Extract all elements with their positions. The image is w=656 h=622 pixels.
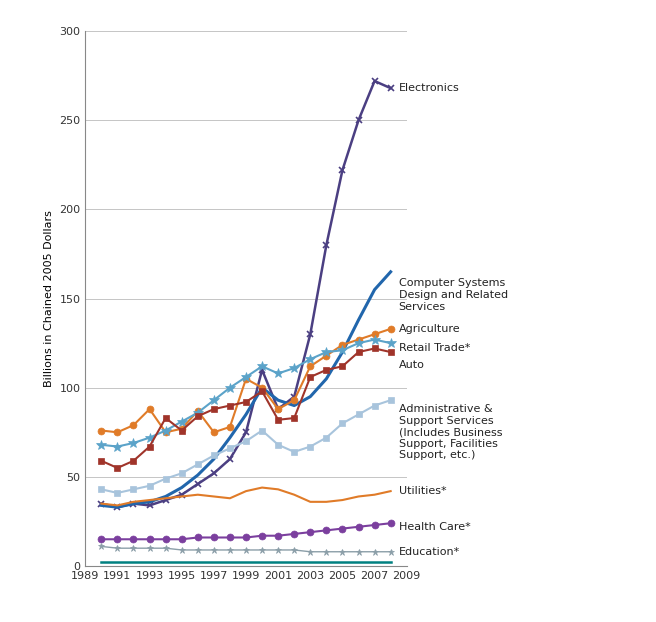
- Text: Computer Systems
Design and Related
Services: Computer Systems Design and Related Serv…: [399, 279, 508, 312]
- Y-axis label: Billions in Chained 2005 Dollars: Billions in Chained 2005 Dollars: [44, 210, 54, 387]
- Text: Agriculture: Agriculture: [399, 324, 461, 334]
- Text: Health Care*: Health Care*: [399, 522, 470, 532]
- Text: Electronics: Electronics: [399, 83, 459, 93]
- Text: Administrative &
Support Services
(Includes Business
Support, Facilities
Support: Administrative & Support Services (Inclu…: [399, 404, 502, 460]
- Text: Retail Trade*: Retail Trade*: [399, 343, 470, 353]
- Text: Utilities*: Utilities*: [399, 486, 446, 496]
- Text: Auto: Auto: [399, 360, 424, 369]
- Text: Education*: Education*: [399, 547, 460, 557]
